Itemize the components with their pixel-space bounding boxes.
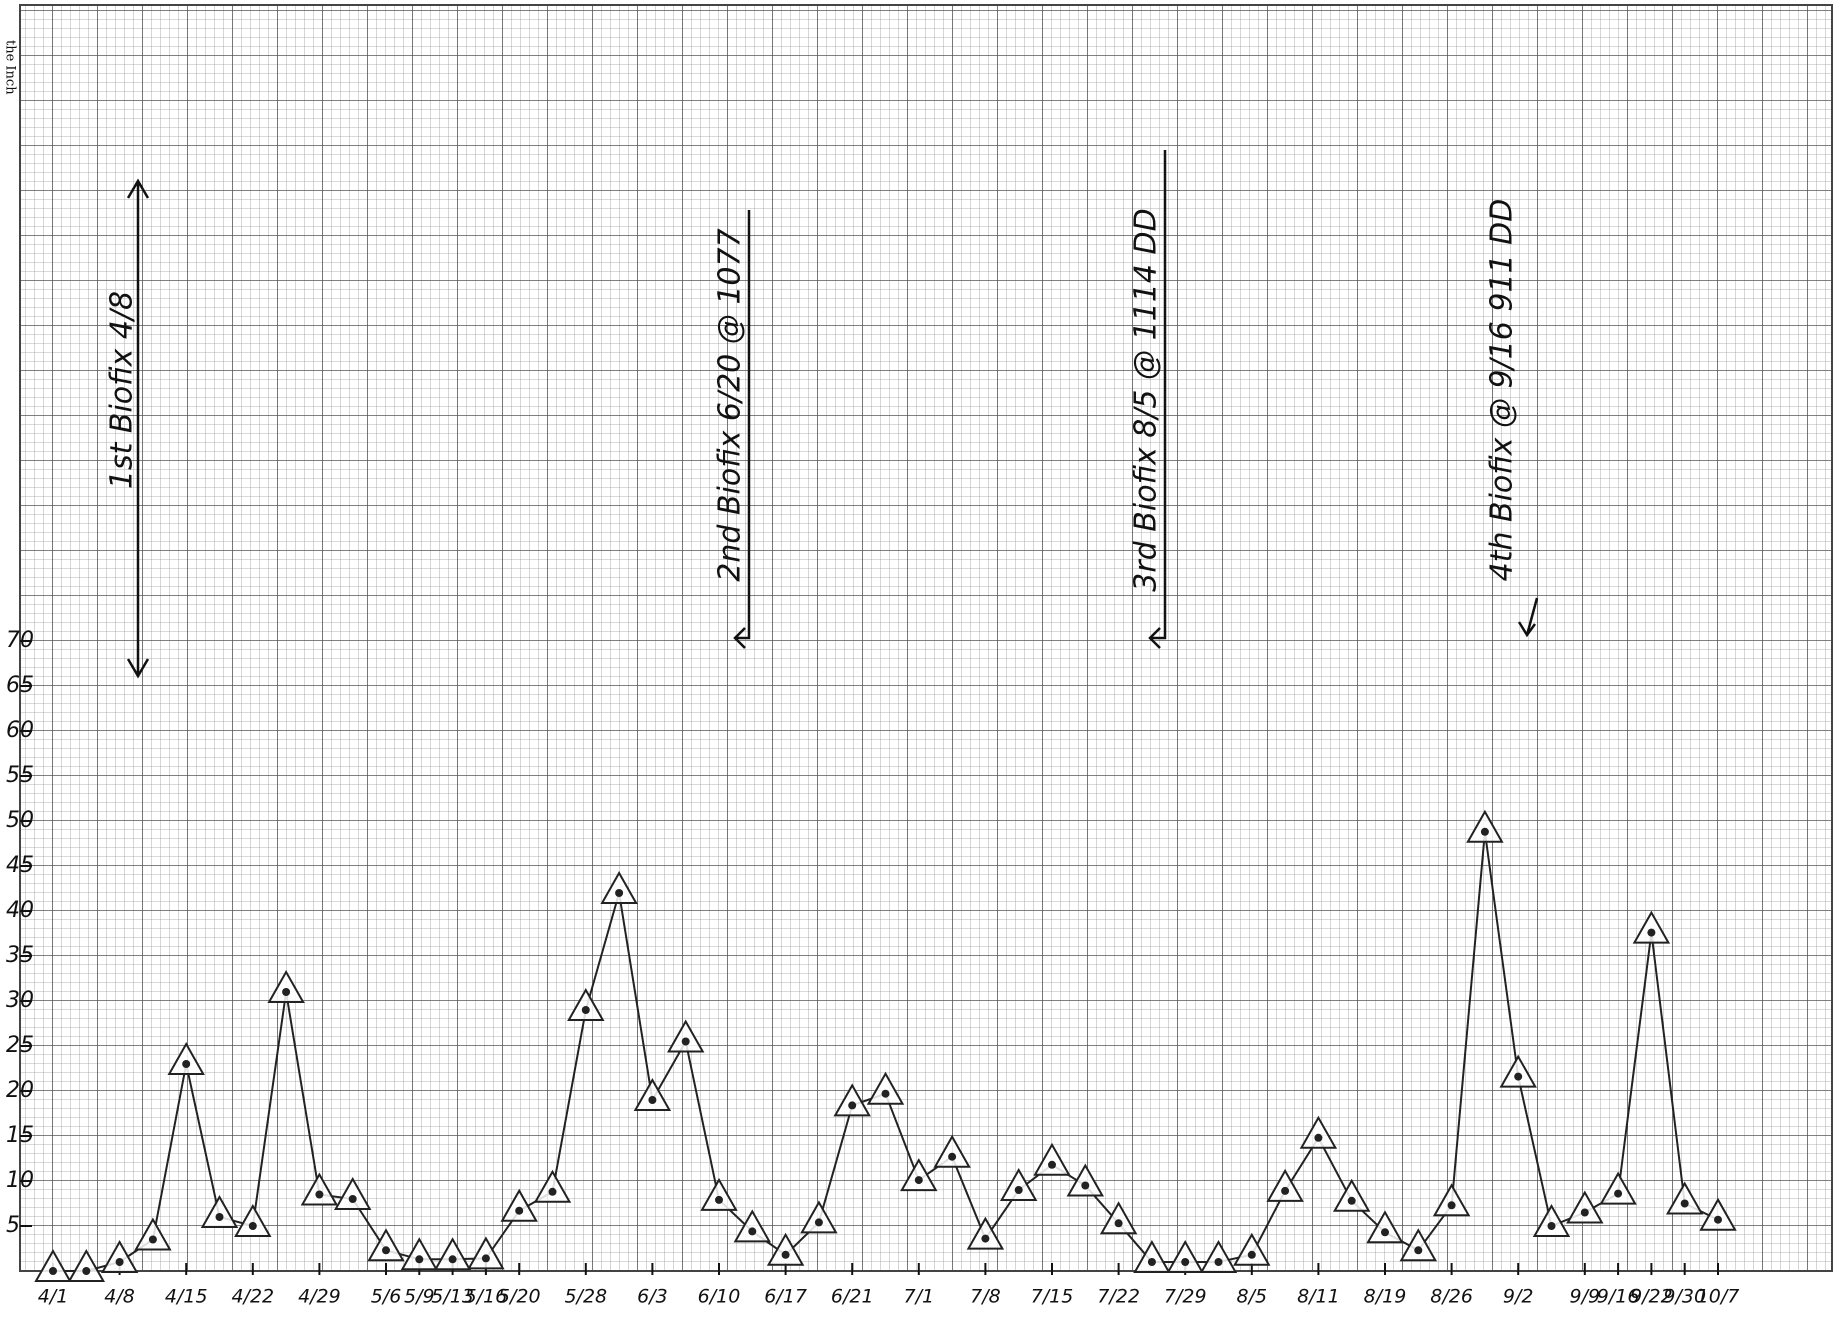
- marker-dot: [82, 1267, 90, 1275]
- marker-dot: [216, 1213, 224, 1221]
- annotation: 2nd Biofix 6/20 @ 1077: [713, 228, 748, 581]
- marker-dot: [482, 1254, 490, 1262]
- marker-dot: [1115, 1219, 1123, 1227]
- x-tick-label: 7/22: [1097, 1286, 1140, 1308]
- marker-dot: [715, 1196, 723, 1204]
- marker-dot: [582, 1006, 590, 1014]
- marker-dot: [249, 1222, 257, 1230]
- marker-dot: [1048, 1161, 1056, 1169]
- marker-dot: [1215, 1258, 1223, 1266]
- y-tick-label: 45: [6, 853, 34, 878]
- marker-dot: [1414, 1246, 1422, 1254]
- x-tick-label: 6/17: [764, 1286, 807, 1308]
- marker-dot: [449, 1255, 457, 1263]
- x-tick-label: 5/28: [564, 1286, 607, 1308]
- marker-dot: [915, 1176, 923, 1184]
- y-tick-label: 40: [6, 898, 34, 923]
- x-tick-label: 4/8: [104, 1286, 135, 1308]
- margin-note: the Inch: [3, 40, 18, 95]
- marker-dot: [1314, 1134, 1322, 1142]
- x-tick-label: 7/1: [904, 1286, 935, 1308]
- marker-dot: [1647, 929, 1655, 937]
- marker-dot: [1614, 1190, 1622, 1198]
- x-tick-label: 8/11: [1297, 1286, 1340, 1308]
- marker-dot: [415, 1255, 423, 1263]
- y-tick-label: 70: [6, 628, 34, 653]
- y-tick-label: 65: [6, 673, 34, 698]
- x-tick-label: 10/7: [1697, 1286, 1740, 1308]
- marker-dot: [382, 1246, 390, 1254]
- x-tick-label: 6/3: [637, 1286, 668, 1308]
- y-tick-label: 10: [6, 1168, 34, 1193]
- marker-dot: [182, 1060, 190, 1068]
- marker-dot: [1681, 1200, 1689, 1208]
- y-tick-label: 50: [6, 808, 34, 833]
- y-tick-label: 5: [6, 1213, 20, 1238]
- x-tick-label: 6/21: [831, 1286, 874, 1308]
- chart: the Inch 1st Biofix 4/8 2nd Biofix 6/20 …: [0, 0, 1835, 1318]
- marker-dot: [748, 1227, 756, 1235]
- x-tick-label: 4/15: [165, 1286, 208, 1308]
- annotation: 1st Biofix 4/8: [105, 291, 140, 489]
- x-tick-label: 8/5: [1237, 1286, 1268, 1308]
- x-tick-label: 4/1: [38, 1286, 69, 1308]
- marker-dot: [1514, 1073, 1522, 1081]
- marker-dot: [315, 1191, 323, 1199]
- x-tick-label: 5/9: [404, 1286, 435, 1308]
- marker-dot: [1181, 1258, 1189, 1266]
- x-tick-label: 7/29: [1164, 1286, 1207, 1308]
- marker-dot: [882, 1090, 890, 1098]
- marker-dot: [1714, 1216, 1722, 1224]
- marker-dot: [815, 1218, 823, 1226]
- page: the Inch 1st Biofix 4/8 2nd Biofix 6/20 …: [0, 0, 1835, 1318]
- marker-dot: [349, 1195, 357, 1203]
- marker-dot: [1281, 1187, 1289, 1195]
- x-tick-label: 8/19: [1364, 1286, 1407, 1308]
- marker-dot: [981, 1235, 989, 1243]
- x-tick-label: 8/26: [1430, 1286, 1473, 1308]
- marker-dot: [1015, 1186, 1023, 1194]
- marker-dot: [948, 1153, 956, 1161]
- marker-dot: [1148, 1258, 1156, 1266]
- marker-dot: [515, 1207, 523, 1215]
- y-tick-label: 20: [6, 1078, 34, 1103]
- marker-dot: [282, 988, 290, 996]
- marker-dot: [648, 1096, 656, 1104]
- marker-dot: [1248, 1251, 1256, 1259]
- marker-dot: [149, 1236, 157, 1244]
- graph-paper: [20, 5, 1832, 1271]
- marker-dot: [1081, 1182, 1089, 1190]
- x-tick-label: 7/15: [1031, 1286, 1074, 1308]
- marker-dot: [1581, 1209, 1589, 1217]
- marker-dot: [116, 1258, 124, 1266]
- x-tick-label: 5/20: [498, 1286, 541, 1308]
- marker-dot: [549, 1188, 557, 1196]
- x-tick-label: 7/8: [970, 1286, 1001, 1308]
- marker-dot: [848, 1101, 856, 1109]
- marker-dot: [1448, 1201, 1456, 1209]
- marker-dot: [1381, 1228, 1389, 1236]
- marker-dot: [615, 889, 623, 897]
- marker-dot: [1481, 828, 1489, 836]
- x-tick-label: 5/6: [371, 1286, 402, 1308]
- x-tick-label: 9/2: [1503, 1286, 1534, 1308]
- marker-dot: [1348, 1197, 1356, 1205]
- y-tick-label: 25: [6, 1033, 34, 1058]
- y-tick-label: 15: [6, 1123, 34, 1148]
- marker-dot: [682, 1038, 690, 1046]
- annotation: 3rd Biofix 8/5 @ 1114 DD: [1129, 208, 1164, 591]
- y-tick-label: 60: [6, 718, 34, 743]
- y-tick-label: 30: [6, 988, 34, 1013]
- marker-dot: [1548, 1222, 1556, 1230]
- marker-dot: [782, 1251, 790, 1259]
- y-tick-label: 55: [6, 763, 34, 788]
- annotation: 4th Biofix @ 9/16 911 DD: [1485, 199, 1520, 582]
- x-tick-label: 6/10: [698, 1286, 741, 1308]
- x-tick-label: 4/29: [298, 1286, 341, 1308]
- x-tick-label: 9/9: [1570, 1286, 1601, 1308]
- x-tick-label: 4/22: [231, 1286, 274, 1308]
- marker-dot: [49, 1267, 57, 1275]
- y-tick-label: 35: [6, 943, 34, 968]
